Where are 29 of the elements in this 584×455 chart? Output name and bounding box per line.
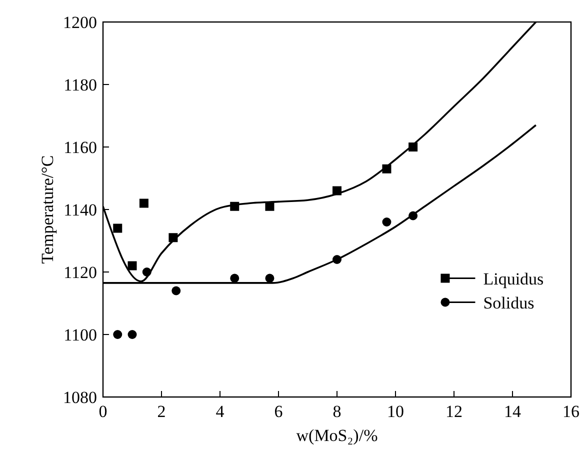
- point: [230, 274, 240, 283]
- y-tick-label: 1120: [64, 263, 97, 282]
- x-tick-label: 8: [332, 402, 342, 421]
- point: [172, 286, 181, 296]
- y-tick-label: 1200: [63, 13, 97, 32]
- point: [128, 330, 137, 339]
- y-tick-label: 1100: [64, 326, 97, 344]
- y-tick-label: 1080: [63, 388, 97, 407]
- x-tick-label: 14: [504, 402, 522, 421]
- point: [113, 224, 122, 233]
- point: [265, 274, 274, 283]
- x-tick-label: 4: [216, 402, 225, 421]
- legend-label: Liquidus: [483, 269, 544, 288]
- y-tick-label: 1180: [64, 76, 97, 94]
- y-axis-title: Temperature/°C: [38, 155, 57, 264]
- x-axis-title: w(MoS₂)/%: [296, 426, 378, 445]
- x-tick-label: 6: [274, 402, 283, 421]
- y-tick-label: 1140: [64, 200, 97, 220]
- x-tick-label: 16: [562, 402, 580, 421]
- y-tick-label: 1160: [64, 138, 97, 157]
- legend-label: Solidus: [483, 293, 534, 312]
- point: [382, 218, 392, 226]
- x-tick-label: 2: [157, 402, 166, 421]
- x-tick-label: 10: [387, 402, 404, 421]
- point: [113, 330, 122, 339]
- x-tick-label: 12: [446, 402, 462, 421]
- x-tick-label: 0: [98, 402, 108, 421]
- point: [139, 198, 148, 208]
- point: [128, 261, 137, 270]
